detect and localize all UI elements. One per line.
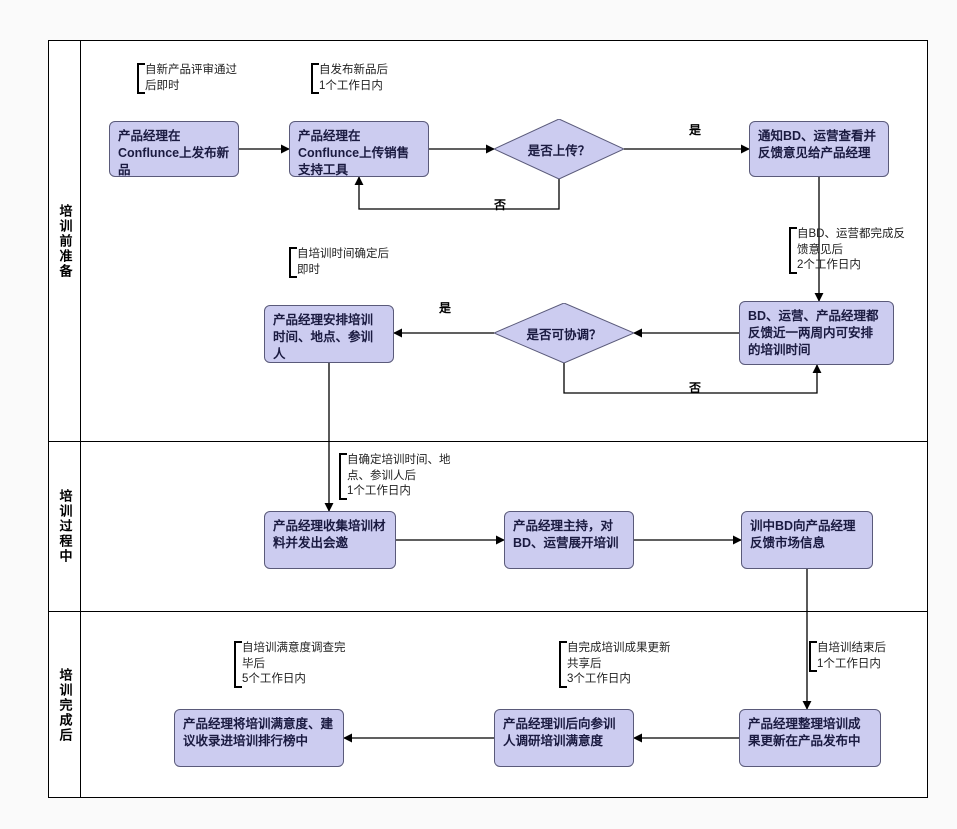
lane-divider	[49, 441, 927, 442]
edge-label-no: 否	[689, 379, 701, 396]
anno-after-feedback: 自BD、运营都完成反馈意见后 2个工作日内	[789, 227, 909, 274]
lane-label-1: 培训前准备	[49, 41, 81, 441]
anno-after-review: 自新产品评审通过后即时	[137, 63, 247, 94]
node-text: 产品经理整理培训成果更新在产品发布中	[748, 716, 872, 750]
node-text: 产品经理在Conflunce上发布新品	[118, 128, 230, 179]
swimlane-container: 培训前准备 培训过程中 培训完成后 产品经理在Conflunce上发布新品 产品…	[48, 40, 928, 798]
decision-text: 是否上传？	[494, 119, 624, 179]
anno-after-arranged: 自确定培训时间、地点、参训人后 1个工作日内	[339, 453, 459, 500]
lane-label-column: 培训前准备 培训过程中 培训完成后	[49, 41, 81, 797]
lane-divider	[49, 611, 927, 612]
node-text: 通知BD、运营查看并反馈意见给产品经理	[758, 128, 880, 162]
anno-after-publish: 自发布新品后 1个工作日内	[311, 63, 411, 94]
lane-label-2: 培训过程中	[49, 441, 81, 611]
edge-label-yes: 是	[689, 121, 701, 138]
edge-label-no: 否	[494, 196, 506, 213]
node-text: 产品经理将培训满意度、建议收录进培训排行榜中	[183, 716, 335, 750]
node-text: 产品经理主持，对BD、运营展开培训	[513, 518, 625, 552]
node-text: BD、运营、产品经理都反馈近一两周内可安排的培训时间	[748, 308, 885, 359]
node-upload-sales-tools: 产品经理在Conflunce上传销售支持工具	[289, 121, 429, 177]
node-host-training: 产品经理主持，对BD、运营展开培训	[504, 511, 634, 569]
node-update-results: 产品经理整理培训成果更新在产品发布中	[739, 709, 881, 767]
node-text: 产品经理安排培训时间、地点、参训人	[273, 312, 385, 363]
anno-after-survey: 自培训满意度调查完毕后 5个工作日内	[234, 641, 354, 688]
node-arrange-training: 产品经理安排培训时间、地点、参训人	[264, 305, 394, 363]
decision-uploaded: 是否上传？	[494, 119, 624, 179]
node-survey-satisfaction: 产品经理训后向参训人调研培训满意度	[494, 709, 634, 767]
node-publish-new-product: 产品经理在Conflunce上发布新品	[109, 121, 239, 177]
edge-label-yes: 是	[439, 299, 451, 316]
node-feedback-schedule: BD、运营、产品经理都反馈近一两周内可安排的培训时间	[739, 301, 894, 365]
node-text: 产品经理收集培训材料并发出会邀	[273, 518, 387, 552]
anno-after-training-end: 自培训结束后 1个工作日内	[809, 641, 909, 672]
node-text: 产品经理训后向参训人调研培训满意度	[503, 716, 625, 750]
decision-can-coordinate: 是否可协调？	[494, 303, 634, 363]
node-collect-materials: 产品经理收集培训材料并发出会邀	[264, 511, 396, 569]
anno-after-updated: 自完成培训成果更新共享后 3个工作日内	[559, 641, 679, 688]
node-text: 训中BD向产品经理反馈市场信息	[750, 518, 864, 552]
anno-after-time-set: 自培训时间确定后即时	[289, 247, 399, 278]
node-text: 产品经理在Conflunce上传销售支持工具	[298, 128, 420, 179]
node-bd-market-feedback: 训中BD向产品经理反馈市场信息	[741, 511, 873, 569]
node-notify-bd-ops: 通知BD、运营查看并反馈意见给产品经理	[749, 121, 889, 177]
lane-label-3: 培训完成后	[49, 611, 81, 799]
node-record-ranking: 产品经理将培训满意度、建议收录进培训排行榜中	[174, 709, 344, 767]
decision-text: 是否可协调？	[494, 303, 634, 363]
